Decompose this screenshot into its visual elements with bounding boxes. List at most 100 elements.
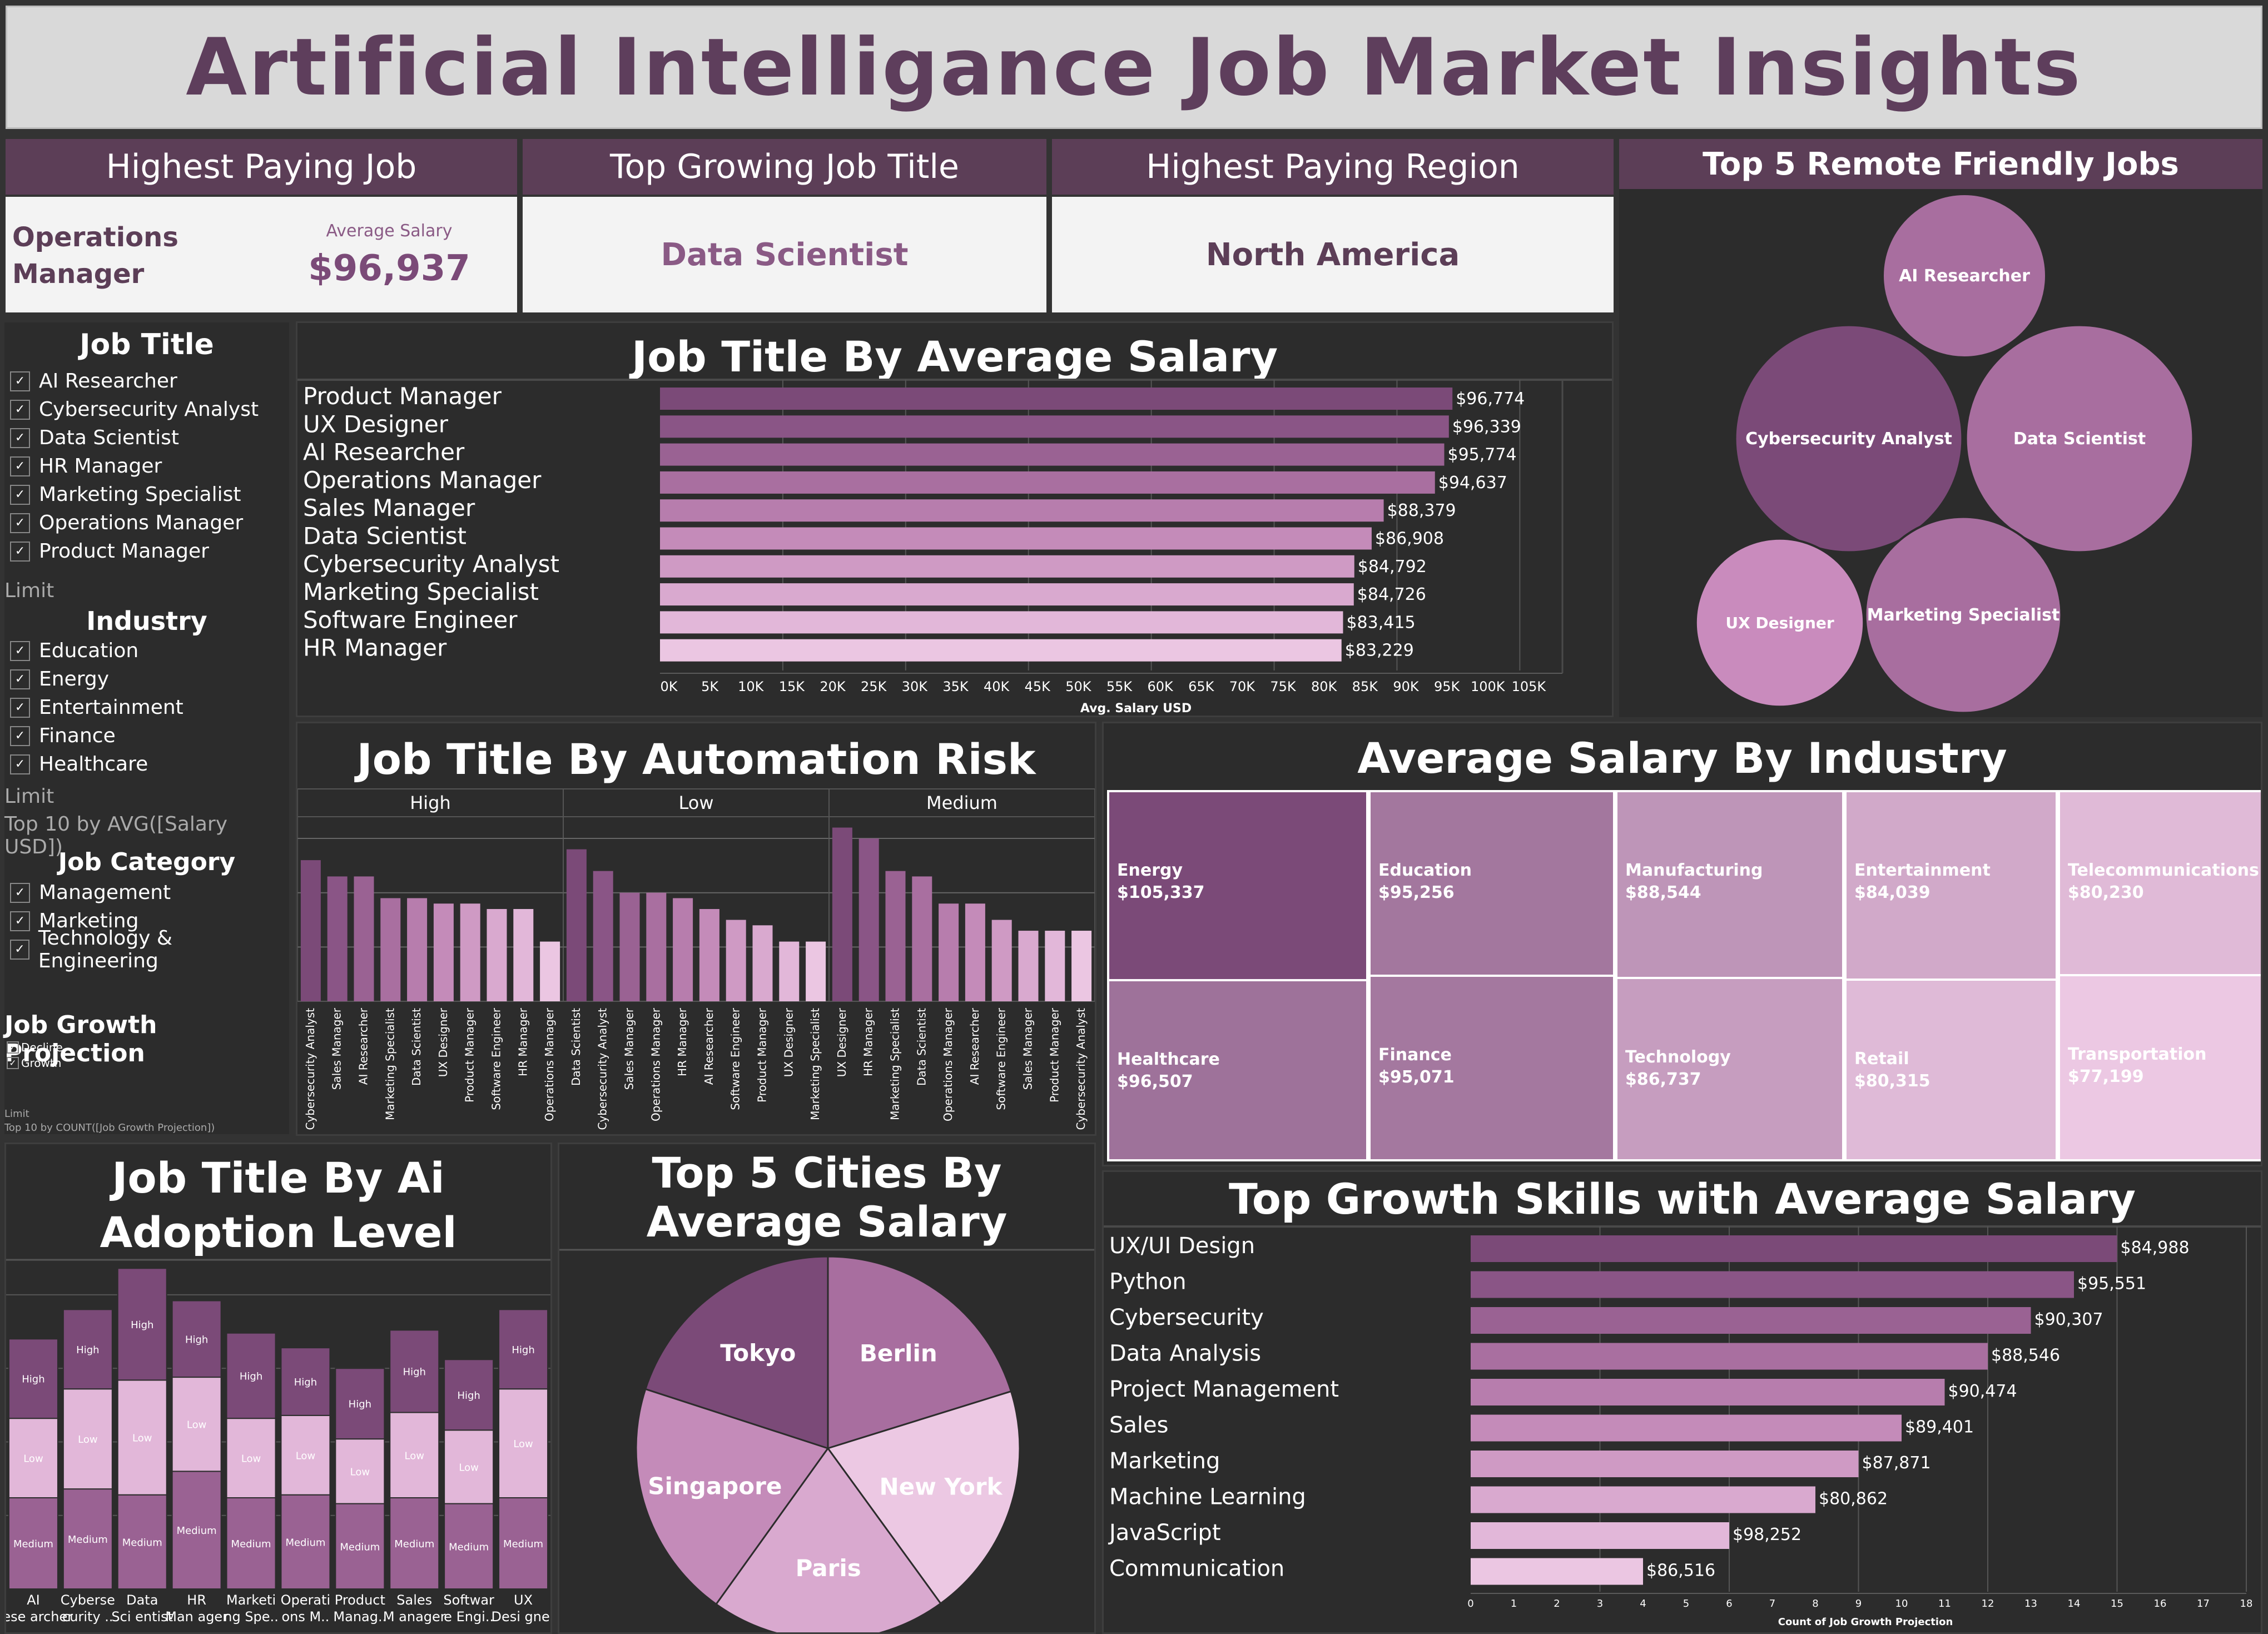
remote-job-bubble (1694, 537, 1865, 708)
checkbox[interactable]: ✓ (10, 456, 30, 476)
risk-bar (673, 898, 693, 1001)
kpi-highest-region-value: North America (1052, 197, 1614, 312)
checkbox[interactable]: ✓ (10, 754, 30, 774)
adoption-segment-label: Low (132, 1433, 152, 1444)
automation-risk-title: Job Title By Automation Risk (356, 734, 1036, 784)
salary-data-label: $86,908 (1375, 529, 1444, 549)
filter-job-title-option[interactable]: ✓ Cybersecurity Analyst (4, 395, 289, 424)
adoption-segment-label: Low (405, 1450, 424, 1462)
skills-category-label: JavaScript (1108, 1520, 1221, 1546)
filter-industry-option[interactable]: ✓ Energy (4, 665, 289, 693)
filter-job-title-option[interactable]: ✓ Marketing Specialist (4, 480, 289, 509)
filter-job-title-option[interactable]: ✓ AI Researcher (4, 367, 289, 395)
industry-value: $88,544 (1625, 883, 1701, 902)
checkbox[interactable]: ✓ (7, 1041, 19, 1054)
checkbox[interactable]: ✓ (10, 371, 30, 391)
dashboard-title: Artificial Intelligance Job Market Insig… (186, 21, 2082, 113)
industry-name: Education (1378, 861, 1472, 880)
adoption-segment (335, 1368, 385, 1440)
adoption-segment-label: High (457, 1390, 480, 1402)
salary-data-label: $83,415 (1346, 613, 1415, 632)
industry-value: $86,737 (1625, 1070, 1701, 1089)
salary-x-tick: 75K (1270, 679, 1297, 694)
filter-job-title-option-label: Marketing Specialist (39, 483, 241, 506)
risk-bar (858, 838, 879, 1001)
salary-x-tick: 80K (1311, 679, 1338, 694)
filter-industry-option-label: Education (39, 639, 139, 662)
adoption-segment (8, 1418, 58, 1498)
adoption-segment-label: High (512, 1344, 534, 1356)
adoption-segment (389, 1329, 440, 1413)
adoption-segment (226, 1418, 276, 1498)
skills-bar (1471, 1486, 1815, 1513)
checkbox[interactable]: ✓ (10, 428, 30, 448)
risk-category-label: Software Engineer (729, 1007, 742, 1110)
filter-job-category-option[interactable]: ✓ Management (4, 878, 289, 907)
checkbox[interactable]: ✓ (10, 513, 30, 533)
adoption-segment-label: High (131, 1319, 153, 1331)
skills-bar (1471, 1451, 1859, 1477)
filter-job-title-option[interactable]: ✓ HR Manager (4, 452, 289, 480)
filter-industry-limit-value: Top 10 by AVG([Salary USD]) (4, 813, 228, 858)
filter-job-category-list: ✓ Management ✓ Marketing ✓ Technology & Engin… (4, 878, 289, 972)
checkbox[interactable]: ✓ (10, 640, 30, 661)
filter-job-category-option[interactable]: ✓ Technology & Engineering (4, 927, 289, 972)
checkbox[interactable]: ✓ (10, 911, 30, 931)
adoption-segment-label: Low (187, 1419, 206, 1431)
adoption-segment-label: High (294, 1377, 317, 1388)
industry-cell (1109, 981, 1366, 1159)
risk-bar (566, 849, 587, 1001)
checkbox[interactable]: ✓ (10, 669, 30, 689)
kpi-highest-paying-job-header: Highest Paying Job (6, 139, 517, 195)
adoption-segment-label: Medium (231, 1538, 271, 1550)
risk-category-label: Product Manager (756, 1007, 769, 1102)
checkbox[interactable]: ✓ (10, 399, 30, 420)
skills-x-tick: 1 (1511, 1598, 1517, 1610)
kpi-job-name: Operations Manager (12, 222, 178, 290)
checkbox[interactable]: ✓ (10, 882, 30, 903)
adoption-segment (444, 1429, 494, 1504)
filter-industry-option-label: Entertainment (39, 696, 183, 719)
filter-industry-option[interactable]: ✓ Healthcare (4, 750, 289, 778)
checkbox[interactable]: ✓ (7, 1057, 19, 1069)
industry-name: Finance (1378, 1045, 1452, 1065)
filter-job-growth-option[interactable]: ✓ Decline (4, 1040, 289, 1055)
salary-x-tick: 25K (861, 679, 887, 694)
skills-x-tick: 6 (1726, 1598, 1732, 1610)
checkbox[interactable]: ✓ (10, 484, 30, 505)
risk-bar (832, 827, 852, 1001)
filter-job-category-option[interactable]: ✓ Marketing (4, 907, 289, 935)
risk-bar (912, 876, 932, 1001)
adoption-segment (280, 1347, 331, 1416)
kpi-top-growing-value: Data Scientist (523, 197, 1046, 312)
skills-x-tick: 16 (2154, 1598, 2167, 1610)
adoption-category-label: Softwar e Engi.. (443, 1592, 494, 1625)
checkbox[interactable]: ✓ (10, 726, 30, 746)
risk-bar (433, 903, 454, 1001)
skills-bar (1471, 1235, 2117, 1262)
filter-job-title-option[interactable]: ✓ Data Scientist (4, 424, 289, 452)
industry-name: Telecommunications (2068, 861, 2259, 880)
remote-job-bubble (1864, 515, 2063, 714)
filter-industry-option[interactable]: ✓ Finance (4, 722, 289, 750)
filter-job-growth-option[interactable]: ✓ Growth (4, 1055, 289, 1071)
filter-industry-option[interactable]: ✓ Entertainment (4, 693, 289, 722)
risk-bar (885, 871, 906, 1001)
checkbox[interactable]: ✓ (10, 541, 30, 562)
filter-job-title-option[interactable]: ✓ Operations Manager (4, 509, 289, 537)
salary-data-label: $83,229 (1345, 641, 1414, 660)
adoption-category-label: HR Man ager (165, 1592, 228, 1625)
industry-name: Manufacturing (1625, 861, 1763, 880)
risk-category-label: AI Researcher (702, 1007, 716, 1085)
filter-industry-option-label: Finance (39, 724, 116, 747)
checkbox[interactable]: ✓ (10, 697, 30, 718)
adoption-segment-label: Medium (394, 1538, 434, 1550)
filter-industry-option[interactable]: ✓ Education (4, 637, 289, 665)
checkbox[interactable]: ✓ (10, 939, 29, 960)
skills-data-label: $95,551 (2077, 1274, 2146, 1294)
risk-category-label: Data Scientist (410, 1008, 423, 1086)
filter-job-category-option-label: Marketing (39, 910, 139, 932)
adoption-segment (498, 1388, 549, 1498)
adoption-segment-label: Medium (122, 1537, 162, 1548)
filter-job-title-option[interactable]: ✓ Product Manager (4, 537, 289, 565)
